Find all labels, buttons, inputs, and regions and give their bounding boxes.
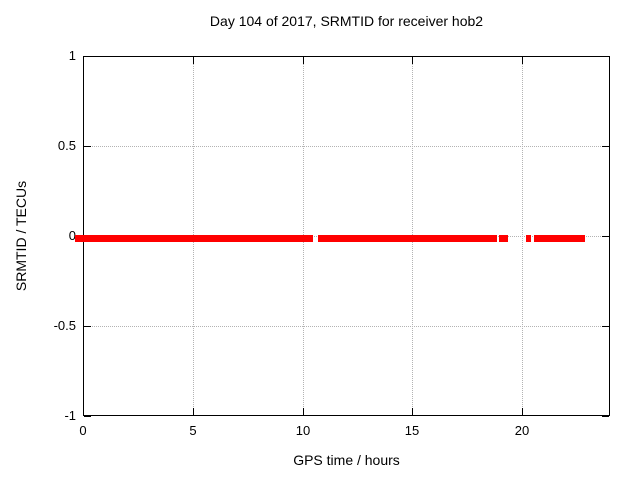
y-tick-mark-mirror — [602, 236, 609, 237]
data-series-segment — [526, 235, 531, 242]
y-tick-mark-mirror — [602, 146, 609, 147]
y-tick-mark — [84, 326, 91, 327]
y-tick-label: 0.5 — [57, 138, 76, 153]
x-tick-mark — [83, 408, 84, 415]
chart-title: Day 104 of 2017, SRMTID for receiver hob… — [209, 13, 484, 29]
grid-line-horizontal — [84, 326, 609, 327]
y-tick-mark-mirror — [602, 56, 609, 57]
data-series-segment — [534, 235, 585, 242]
data-series-segment — [499, 235, 508, 242]
data-series-segment — [75, 235, 313, 242]
y-tick-mark — [84, 146, 91, 147]
x-tick-mark-mirror — [193, 57, 194, 64]
x-tick-mark — [303, 408, 304, 415]
grid-line-horizontal — [84, 146, 609, 147]
x-tick-mark-mirror — [83, 57, 84, 64]
x-tick-mark-mirror — [522, 57, 523, 64]
x-tick-mark-mirror — [303, 57, 304, 64]
data-series-segment — [318, 235, 497, 242]
x-axis-label: GPS time / hours — [293, 452, 400, 468]
x-tick-label: 0 — [79, 423, 87, 438]
x-tick-label: 10 — [295, 423, 311, 438]
x-tick-label: 20 — [514, 423, 530, 438]
y-tick-label: -1 — [64, 408, 76, 423]
y-tick-mark — [84, 416, 91, 417]
x-tick-mark — [522, 408, 523, 415]
y-tick-label: 1 — [68, 48, 76, 63]
y-tick-mark-mirror — [602, 326, 609, 327]
y-tick-label: -0.5 — [53, 318, 76, 333]
x-tick-mark — [412, 408, 413, 415]
y-tick-mark-mirror — [602, 416, 609, 417]
y-tick-label: 0 — [68, 228, 76, 243]
x-tick-label: 15 — [404, 423, 420, 438]
x-tick-mark-mirror — [412, 57, 413, 64]
x-tick-label: 5 — [189, 423, 197, 438]
y-axis-label: SRMTID / TECUs — [13, 180, 29, 292]
y-tick-mark — [84, 56, 91, 57]
x-tick-mark — [193, 408, 194, 415]
